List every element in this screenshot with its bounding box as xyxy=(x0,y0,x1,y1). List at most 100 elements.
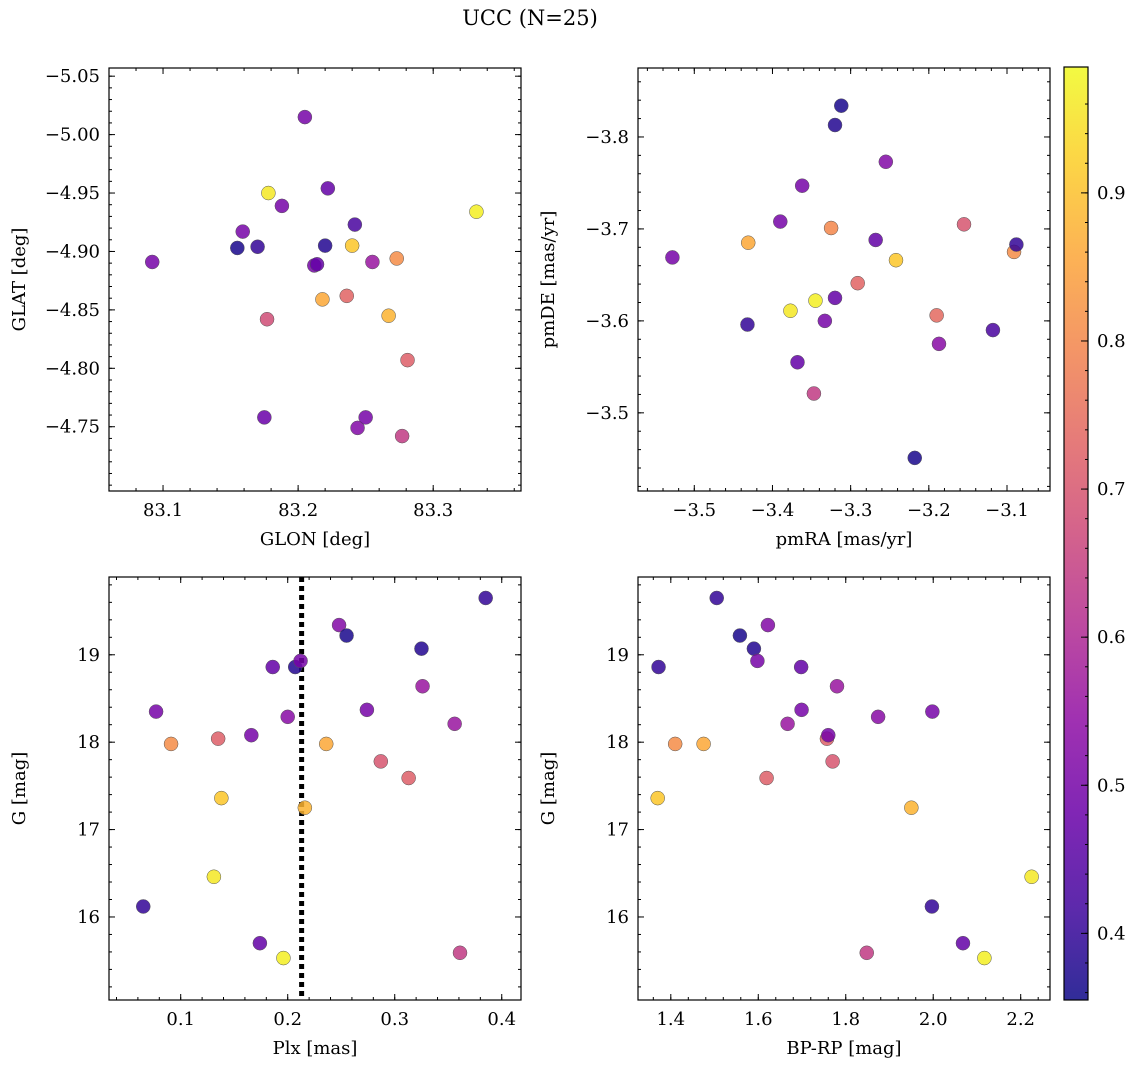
ylabel-sky-position: GLAT [deg] xyxy=(9,228,30,332)
xtick-label-parallax-magnitude-0: 0.1 xyxy=(166,1009,195,1030)
point-sky-position-8 xyxy=(297,109,313,125)
colorbar: 0.4 0.5 0.6 0.7 0.8 0.9 xyxy=(1063,66,1126,1001)
ylabel-proper-motion: pmDE [mas/yr] xyxy=(538,211,559,349)
point-parallax-magnitude-12 xyxy=(293,653,308,669)
point-color-magnitude-1 xyxy=(651,659,666,675)
point-parallax-magnitude-4 xyxy=(210,731,226,746)
panel-parallax-magnitude: 0.1 0.2 0.3 0.4 16 17 18 19 Plx [mas] G [mag] xyxy=(9,576,522,1059)
point-proper-motion-22 xyxy=(985,322,1001,338)
point-proper-motion-20 xyxy=(931,336,947,352)
panel-proper-motion: −3.5 −3.4 −3.3 −3.2 −3.1 −3.5 −3.6 −3.7 −3.8 pmRA… xyxy=(538,67,1051,550)
xtick-label-sky-position-0: 83.1 xyxy=(143,500,183,521)
xlabel-proper-motion: pmRA [mas/yr] xyxy=(776,529,913,550)
point-color-magnitude-8 xyxy=(759,770,774,786)
point-sky-position-12 xyxy=(317,238,333,253)
point-proper-motion-18 xyxy=(907,450,923,466)
point-sky-position-18 xyxy=(358,410,373,425)
point-parallax-magnitude-19 xyxy=(401,770,416,786)
point-color-magnitude-22 xyxy=(955,935,971,951)
point-color-magnitude-0 xyxy=(650,790,665,806)
ytick-label-sky-position-3: −4.90 xyxy=(45,241,100,262)
point-sky-position-19 xyxy=(365,254,380,270)
point-color-magnitude-23 xyxy=(977,950,992,966)
point-proper-motion-6 xyxy=(794,178,810,193)
ytick-label-color-magnitude-0: 16 xyxy=(606,907,629,928)
ytick-label-color-magnitude-1: 17 xyxy=(606,820,629,841)
xtick-label-proper-motion-3: −3.2 xyxy=(907,500,951,521)
point-parallax-magnitude-0 xyxy=(135,899,151,914)
point-parallax-magnitude-1 xyxy=(148,704,164,719)
point-proper-motion-3 xyxy=(773,214,788,229)
ytick-label-parallax-magnitude-0: 16 xyxy=(77,907,100,928)
point-parallax-magnitude-22 xyxy=(447,716,462,732)
ticks-parallax-magnitude xyxy=(109,577,521,1000)
frame-proper-motion xyxy=(637,67,1051,492)
colorbar-tick-label-0: 0.4 xyxy=(1097,923,1126,944)
point-color-magnitude-14 xyxy=(821,727,836,743)
point-color-magnitude-2 xyxy=(667,736,683,752)
point-proper-motion-2 xyxy=(740,235,756,250)
point-sky-position-2 xyxy=(235,224,250,239)
xtick-label-color-magnitude-1: 1.6 xyxy=(744,1009,773,1030)
point-parallax-magnitude-15 xyxy=(331,617,347,633)
colorbar-frame xyxy=(1063,66,1089,1001)
point-sky-position-11 xyxy=(315,292,330,307)
points-parallax-magnitude xyxy=(135,590,493,966)
point-parallax-magnitude-6 xyxy=(244,727,259,743)
colorbar-gradient xyxy=(1064,67,1088,1000)
point-parallax-magnitude-10 xyxy=(280,709,295,725)
frame-sky-position xyxy=(108,67,522,492)
point-color-magnitude-12 xyxy=(794,702,809,718)
point-proper-motion-11 xyxy=(827,290,843,306)
point-parallax-magnitude-7 xyxy=(252,935,268,951)
ticks-sky-position xyxy=(108,68,521,491)
ytick-label-proper-motion-2: −3.7 xyxy=(585,219,629,240)
point-proper-motion-12 xyxy=(827,117,843,133)
point-proper-motion-7 xyxy=(806,386,822,401)
point-sky-position-15 xyxy=(344,238,360,253)
colorbar-tick-label-4: 0.8 xyxy=(1097,331,1126,352)
point-proper-motion-1 xyxy=(740,317,755,332)
point-sky-position-10 xyxy=(309,257,325,272)
frame-color-magnitude xyxy=(637,576,1051,1001)
point-sky-position-7 xyxy=(274,198,290,214)
point-parallax-magnitude-14 xyxy=(318,736,334,752)
ytick-label-parallax-magnitude-1: 17 xyxy=(77,820,100,841)
point-parallax-magnitude-17 xyxy=(359,702,375,718)
point-color-magnitude-20 xyxy=(924,899,940,914)
point-proper-motion-24 xyxy=(1009,237,1024,252)
ytick-label-sky-position-4: −4.95 xyxy=(45,183,100,204)
points-color-magnitude xyxy=(650,590,1039,966)
point-parallax-magnitude-2 xyxy=(163,736,179,752)
point-sky-position-22 xyxy=(394,428,410,444)
point-proper-motion-17 xyxy=(888,252,904,268)
point-proper-motion-16 xyxy=(878,154,894,170)
point-color-magnitude-16 xyxy=(829,678,845,694)
point-color-magnitude-15 xyxy=(825,754,840,769)
point-color-magnitude-6 xyxy=(746,641,762,656)
colorbar-tick-label-1: 0.5 xyxy=(1097,775,1126,796)
point-parallax-magnitude-24 xyxy=(478,590,493,606)
point-color-magnitude-21 xyxy=(925,704,940,719)
point-sky-position-20 xyxy=(381,308,396,323)
xtick-label-color-magnitude-2: 1.8 xyxy=(831,1009,860,1030)
point-color-magnitude-17 xyxy=(859,945,874,961)
xtick-label-color-magnitude-4: 2.2 xyxy=(1006,1009,1035,1030)
panel-sky-position: 83.1 83.2 83.3 −4.75 −4.80 −4.85 −4.90 −4.95 −5.… xyxy=(9,66,522,550)
ytick-label-proper-motion-1: −3.6 xyxy=(585,311,629,332)
point-parallax-magnitude-3 xyxy=(206,869,222,885)
ytick-label-proper-motion-0: −3.5 xyxy=(585,403,629,424)
xtick-label-color-magnitude-0: 1.4 xyxy=(656,1009,685,1030)
ytick-label-color-magnitude-3: 19 xyxy=(606,645,629,666)
point-color-magnitude-24 xyxy=(1024,869,1039,885)
point-parallax-magnitude-23 xyxy=(452,945,468,961)
ytick-label-parallax-magnitude-2: 18 xyxy=(77,732,100,753)
colorbar-tick-label-3: 0.7 xyxy=(1097,479,1126,500)
xlabel-color-magnitude: BP-RP [mag] xyxy=(786,1038,901,1059)
point-color-magnitude-10 xyxy=(780,716,795,732)
point-sky-position-17 xyxy=(350,420,365,436)
point-parallax-magnitude-21 xyxy=(415,678,430,694)
xtick-label-parallax-magnitude-3: 0.4 xyxy=(487,1009,516,1030)
xtick-label-parallax-magnitude-2: 0.3 xyxy=(380,1009,409,1030)
